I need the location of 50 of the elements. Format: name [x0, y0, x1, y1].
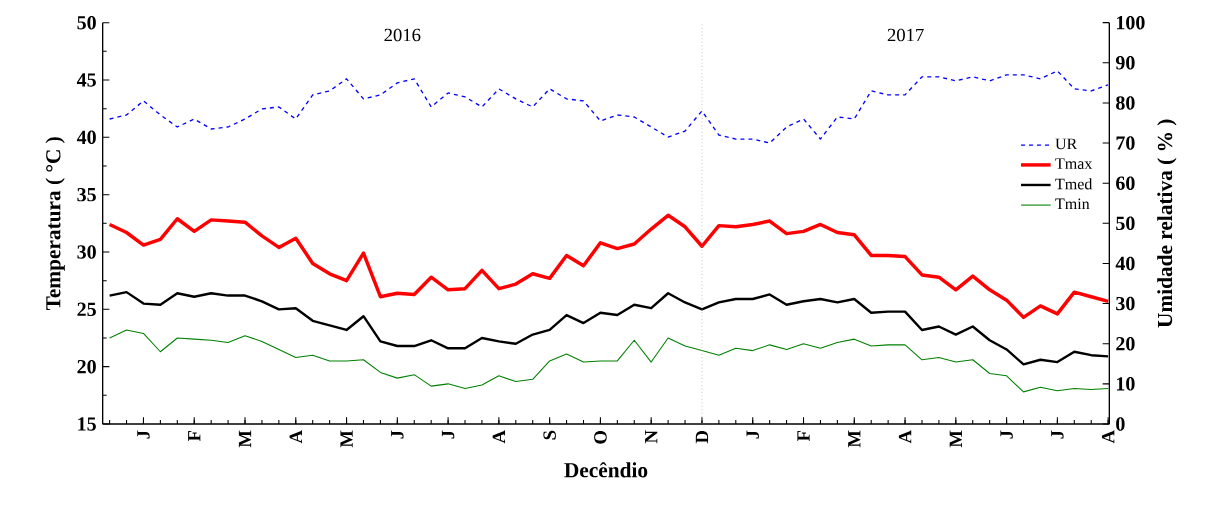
x-tick-label: O — [594, 430, 607, 444]
x-tick-label: J — [137, 430, 150, 439]
legend-label: UR — [1055, 138, 1078, 150]
legend-label: Tmin — [1055, 198, 1090, 210]
x-tick-label: N — [645, 430, 658, 444]
x-tick-label: F — [188, 430, 201, 442]
y-axis-title: Temperatura ( °C ) — [45, 137, 65, 311]
x-tick-label: A — [289, 430, 302, 444]
y-tick-label: 40 — [76, 130, 96, 145]
annotation: 2016 — [384, 28, 421, 42]
x-tick-label: A — [898, 430, 912, 444]
annotation: 2017 — [887, 28, 924, 42]
x-tick-label: M — [340, 430, 353, 448]
legend-label: Tmax — [1055, 158, 1093, 170]
x-tick-label: M — [949, 430, 962, 448]
x-tick-label: J — [441, 430, 455, 439]
y-tick-label: 35 — [77, 187, 96, 202]
y2-tick-label: 80 — [1116, 96, 1135, 110]
y-tick-label: 30 — [77, 245, 96, 259]
x-tick-label: F — [797, 430, 810, 442]
y-tick-label: 20 — [77, 359, 96, 374]
x-tick-label: J — [1051, 430, 1064, 439]
x-tick-label: M — [848, 430, 861, 448]
y2-tick-label: 30 — [1116, 296, 1135, 311]
x-tick-label: S — [543, 430, 556, 440]
y2-tick-label: 50 — [1116, 216, 1135, 231]
y2-tick-label: 100 — [1116, 15, 1145, 30]
y-tick-label: 25 — [77, 302, 96, 317]
y2-tick-label: 60 — [1116, 176, 1135, 190]
line-series — [107, 213, 1110, 320]
y2-tick-label: 0 — [1116, 417, 1125, 431]
y2-tick-label: 40 — [1115, 256, 1135, 271]
line-series — [109, 329, 1109, 393]
x-tick-label: J — [391, 430, 404, 439]
x-tick-label: J — [1000, 430, 1013, 439]
x-tick-label: M — [238, 430, 252, 448]
x-tick-label: A — [1101, 430, 1115, 444]
x-tick-label: J — [746, 430, 759, 439]
y2-tick-label: 90 — [1115, 56, 1135, 70]
y-tick-label: 45 — [76, 73, 96, 87]
y2-tick-label: 20 — [1116, 336, 1135, 351]
y-tick-label: 15 — [78, 417, 96, 431]
y-tick-label: 50 — [77, 15, 96, 30]
x-tick-label: A — [492, 430, 506, 444]
x-axis-title: Decêndio — [564, 462, 648, 478]
y2-tick-label: 70 — [1116, 136, 1135, 150]
y2-axis-title: Umidade relativa ( % ) — [1157, 119, 1177, 328]
x-tick-label: D — [695, 430, 709, 444]
y2-tick-label: 10 — [1116, 377, 1135, 391]
legend-label: Tmed — [1055, 178, 1093, 190]
